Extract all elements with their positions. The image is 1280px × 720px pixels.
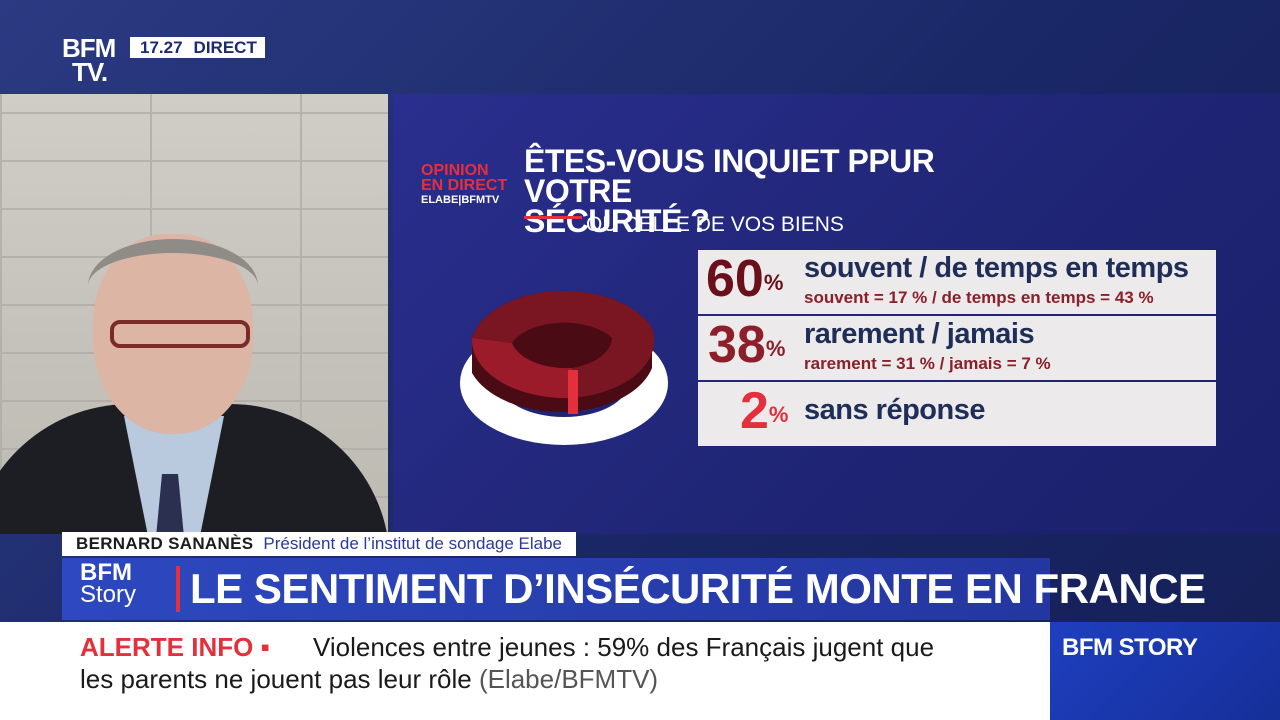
title-accent xyxy=(524,216,582,219)
live-badge: 17.27 DIRECT xyxy=(130,37,265,58)
result-label: souvent / de temps en temps xyxy=(804,252,1189,284)
bfm-story-logo: BFM Story xyxy=(80,559,137,608)
result-row: 38% rarement / jamais rarement = 31 % / … xyxy=(698,316,1216,380)
donut-chart xyxy=(460,290,668,445)
ticker-line-1: Violences entre jeunes : 59% des Françai… xyxy=(313,632,935,662)
guest-role: Président de l’institut de sondage Elabe xyxy=(263,534,563,553)
result-percent: 38% xyxy=(708,316,786,374)
opinion-logo: OPINION EN DIRECT ELABE|BFMTV xyxy=(421,162,508,207)
poll-question: ÊTES-VOUS INQUIET PPUR VOTRE SÉCURITÉ ? xyxy=(524,143,935,239)
ticker-line-2: les parents ne jouent pas leur rôle (Ela… xyxy=(80,664,659,694)
poll-subtitle: OU CELLE DE VOS BIENS xyxy=(586,213,844,236)
bfmtv-logo: BFM TV. xyxy=(62,33,116,87)
slice-60 xyxy=(472,290,655,398)
guest-name-strap: BERNARD SANANÈS Président de l’institut … xyxy=(62,532,577,556)
headline-text: LE SENTIMENT D’INSÉCURITÉ MONTE EN FRANC… xyxy=(190,565,1206,612)
slice-2 xyxy=(568,370,578,414)
glasses xyxy=(110,320,250,348)
headline-bar xyxy=(62,558,1050,620)
slice-38 xyxy=(471,338,572,399)
guest-video xyxy=(0,94,388,534)
channel-tag: BFM STORY xyxy=(1050,622,1280,720)
news-ticker xyxy=(0,622,1050,720)
result-percent: 60% xyxy=(706,250,784,308)
result-label: rarement / jamais xyxy=(804,318,1035,350)
result-row: 60% souvent / de temps en temps souvent … xyxy=(698,250,1216,314)
guest-name: BERNARD SANANÈS xyxy=(76,534,254,553)
live-label: DIRECT xyxy=(193,38,257,57)
result-detail: rarement = 31 % / jamais = 7 % xyxy=(804,354,1051,373)
result-row: 2% sans réponse xyxy=(698,382,1216,446)
ticker-source: (Elabe/BFMTV) xyxy=(478,664,659,694)
alert-label: ALERTE INFO ▪ xyxy=(80,632,270,662)
clock: 17.27 xyxy=(140,38,183,57)
result-detail: souvent = 17 % / de temps en temps = 43 … xyxy=(804,288,1154,307)
result-percent: 2% xyxy=(740,382,789,440)
result-label: sans réponse xyxy=(804,394,985,426)
